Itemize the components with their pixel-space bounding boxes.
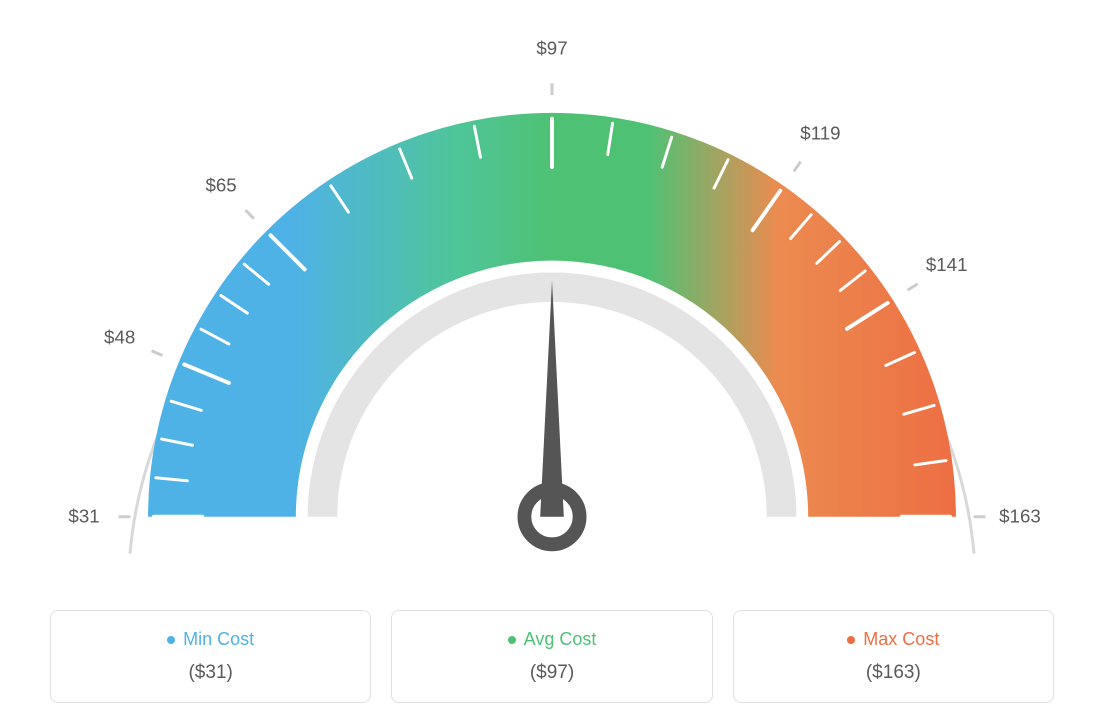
svg-text:$163: $163 — [999, 506, 1041, 527]
gauge-chart: $31 $48 $65 $97 $119 $141 $163 — [20, 20, 1084, 580]
legend-label-avg: Avg Cost — [402, 629, 701, 650]
gauge-svg: $31 $48 $65 $97 $119 $141 $163 — [20, 20, 1084, 580]
legend-label-max: Max Cost — [744, 629, 1043, 650]
svg-text:$119: $119 — [800, 122, 840, 143]
legend-card-max: Max Cost ($163) — [733, 610, 1054, 703]
legend-card-avg: Avg Cost ($97) — [391, 610, 712, 703]
legend-dot-avg — [508, 636, 516, 644]
legend-text-avg: Avg Cost — [524, 629, 597, 650]
legend-text-max: Max Cost — [863, 629, 939, 650]
svg-text:$31: $31 — [68, 506, 99, 527]
legend-card-min: Min Cost ($31) — [50, 610, 371, 703]
legend-value-avg: ($97) — [402, 662, 701, 684]
legend-dot-min — [167, 636, 175, 644]
svg-text:$141: $141 — [926, 254, 968, 275]
legend-text-min: Min Cost — [183, 629, 254, 650]
svg-text:$65: $65 — [205, 175, 236, 196]
svg-text:$48: $48 — [104, 327, 135, 348]
legend-value-min: ($31) — [61, 662, 360, 684]
legend-label-min: Min Cost — [61, 629, 360, 650]
legend-dot-max — [847, 636, 855, 644]
legend-value-max: ($163) — [744, 662, 1043, 684]
legend-row: Min Cost ($31) Avg Cost ($97) Max Cost (… — [20, 610, 1084, 703]
svg-text:$97: $97 — [536, 38, 567, 59]
